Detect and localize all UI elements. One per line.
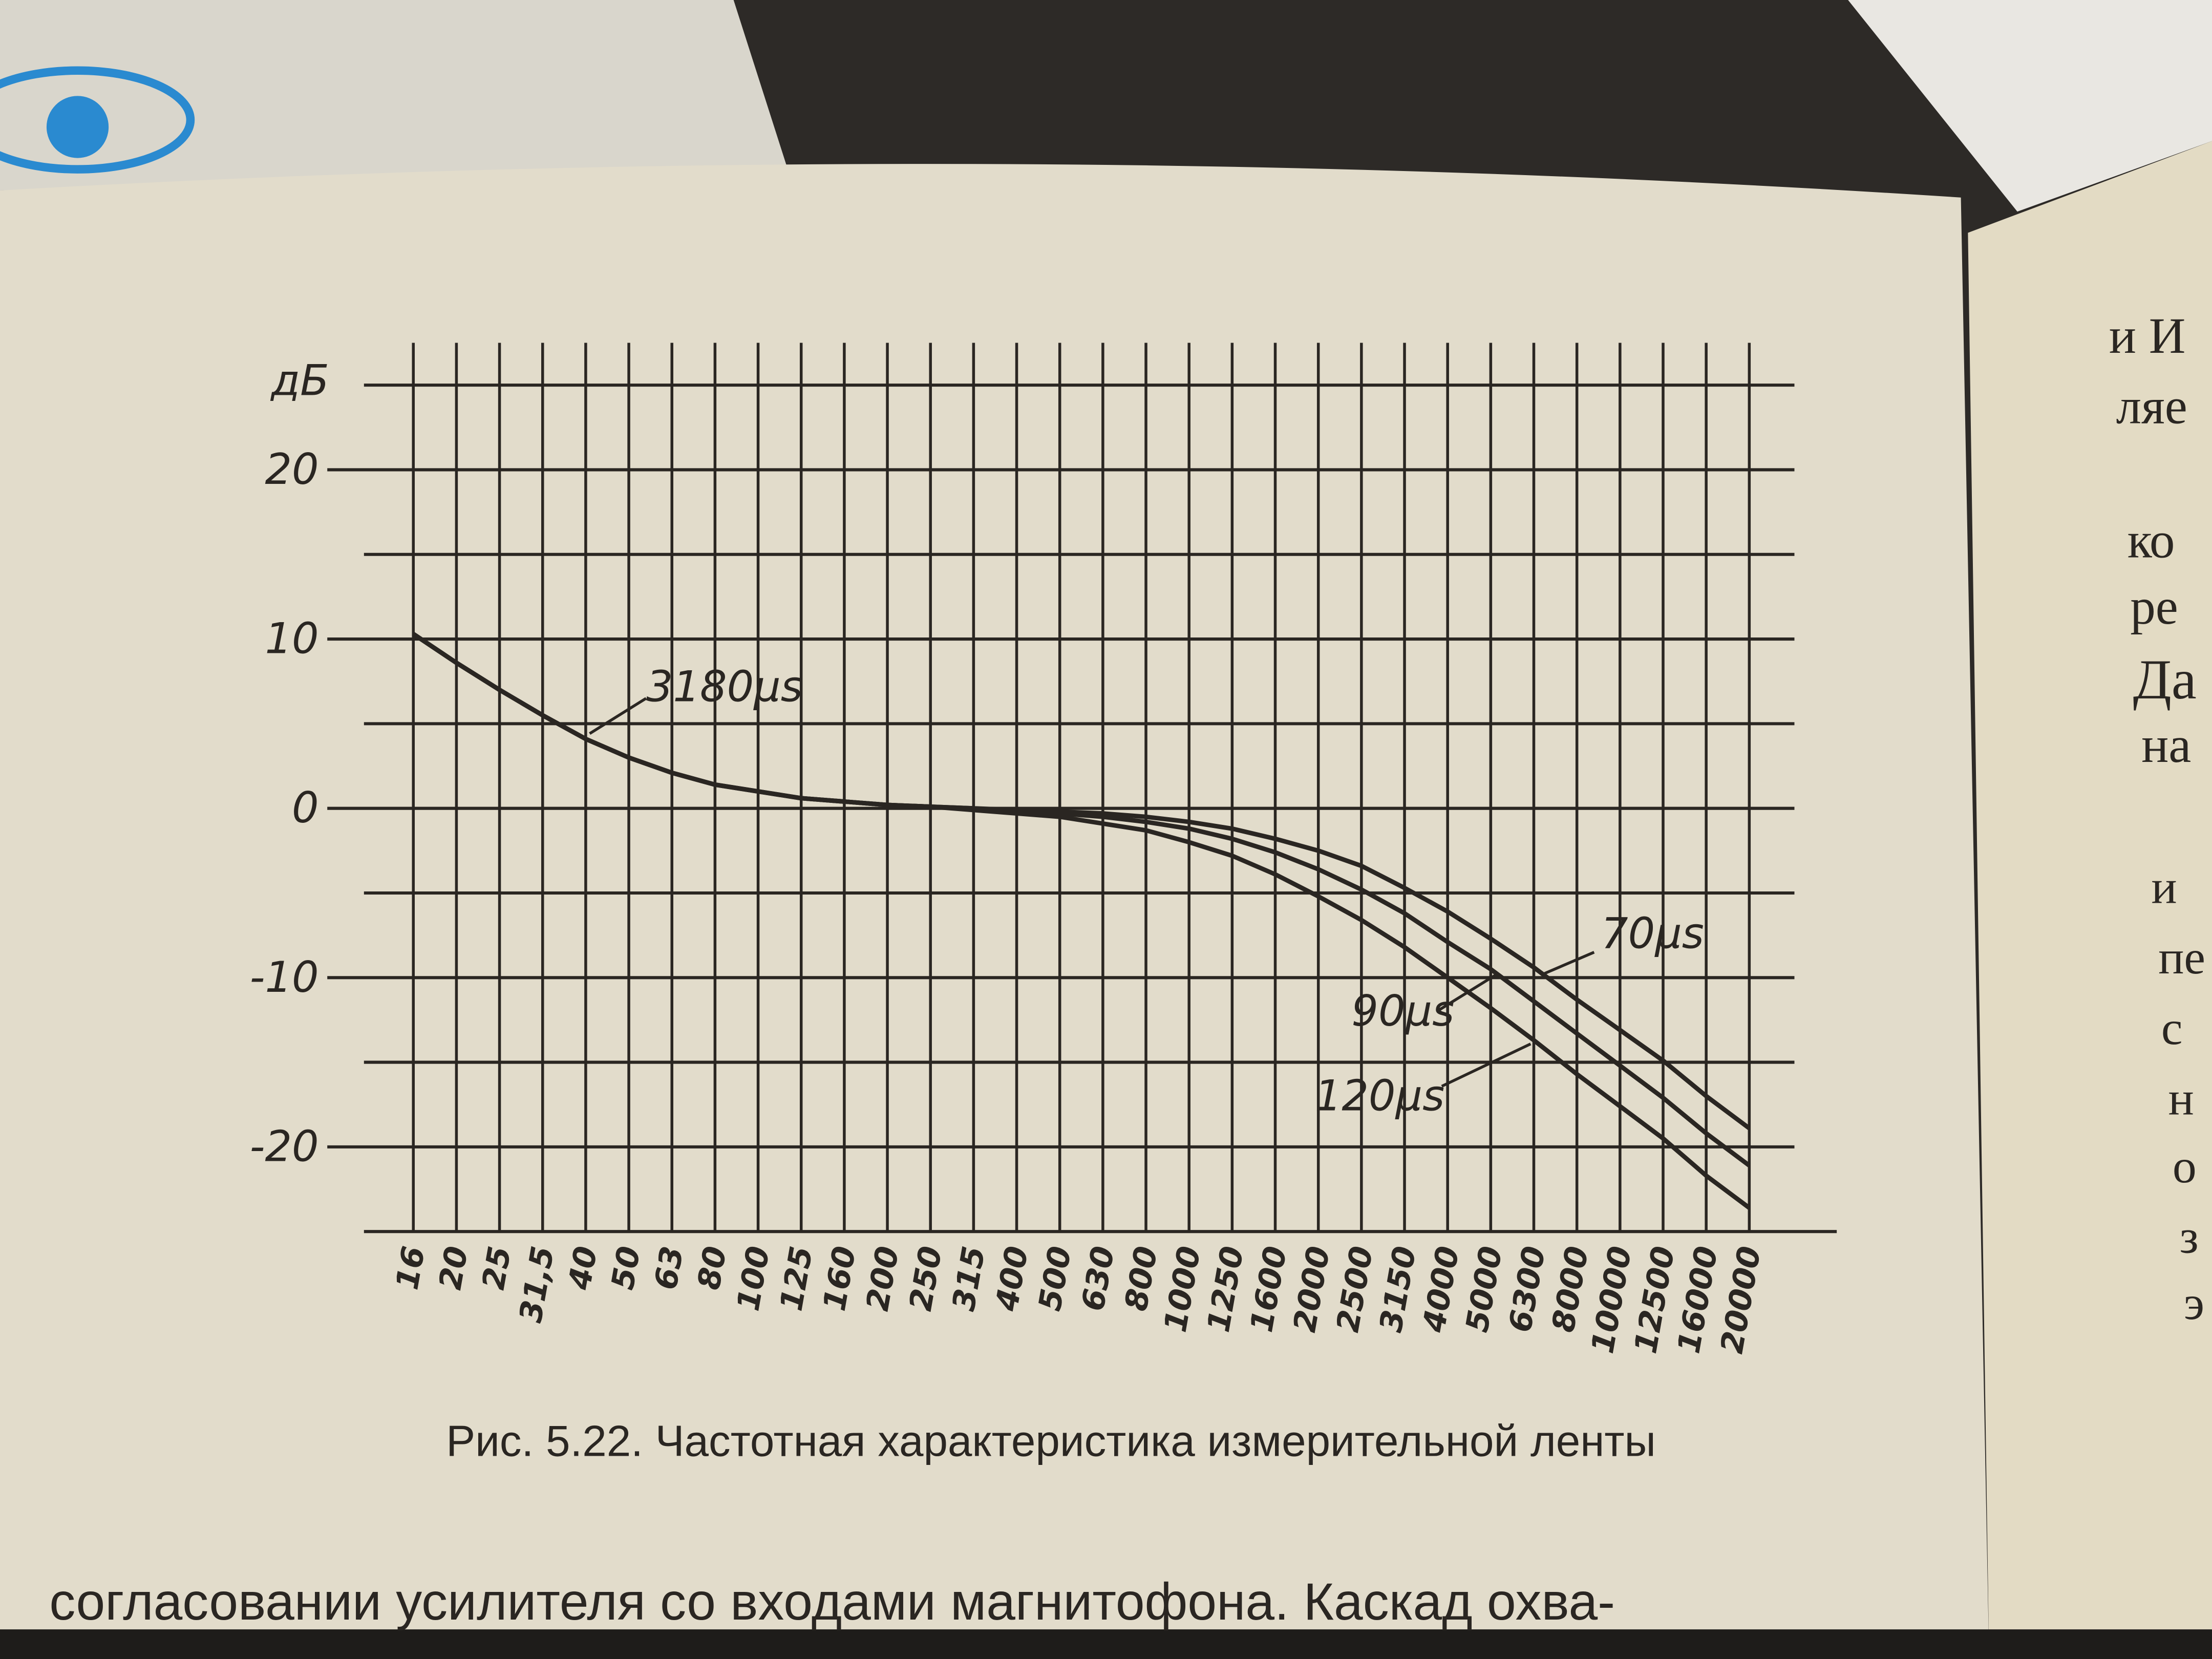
right-page-text: пе (2158, 931, 2205, 984)
y-tick-label: 0 (292, 783, 319, 833)
bottom-edge (0, 1629, 2212, 1659)
right-page-text: э (2184, 1277, 2204, 1330)
curve-label: 70μs (1601, 909, 1704, 958)
curve (412, 632, 1751, 1210)
right-page-text: н (2168, 1073, 2194, 1125)
right-page-text: и (2152, 861, 2177, 913)
curve-label: 90μs (1351, 987, 1454, 1036)
right-page-text: на (2141, 717, 2191, 773)
x-tick-label: 40 (562, 1244, 605, 1293)
leader-line (1544, 951, 1595, 975)
x-tick-label: 80 (691, 1244, 734, 1292)
y-tick-label: -20 (250, 1122, 319, 1171)
right-page-text: ре (2130, 579, 2178, 635)
right-page-text: ляе (2116, 379, 2187, 435)
y-tick-label: 10 (265, 614, 318, 664)
paper-corner (1848, 0, 2212, 212)
right-page (1968, 141, 2212, 1659)
curve-label: 3180μs (646, 662, 803, 711)
x-tick-label: 50 (605, 1244, 648, 1292)
leader-line (589, 697, 647, 735)
right-page-text: ко (2128, 513, 2175, 568)
leader-line (1441, 1043, 1532, 1088)
x-tick-label: 16 (389, 1244, 432, 1292)
right-page-text: з (2180, 1211, 2199, 1264)
x-tick-label: 25 (476, 1244, 519, 1292)
atom-icon (46, 96, 109, 158)
body-text: согласовании усилителя со входами магнит… (49, 1572, 1615, 1631)
x-tick-label: 20 (433, 1244, 476, 1292)
x-tick-label: 63 (648, 1244, 691, 1292)
right-page-text: и И (2109, 308, 2185, 364)
y-tick-label: -10 (250, 953, 319, 1002)
right-page-text: с (2161, 1002, 2183, 1055)
right-page-text: о (2173, 1140, 2197, 1193)
y-axis-label: дБ (270, 356, 329, 405)
leader-line (1438, 972, 1499, 1011)
curve-label: 120μs (1315, 1071, 1444, 1120)
atom-orbit (0, 66, 195, 174)
booklet (0, 0, 790, 190)
caption: Рис. 5.22. Частотная характеристика изме… (446, 1417, 1656, 1465)
y-tick-label: 20 (265, 445, 318, 494)
right-page-text: Да (2133, 648, 2197, 711)
